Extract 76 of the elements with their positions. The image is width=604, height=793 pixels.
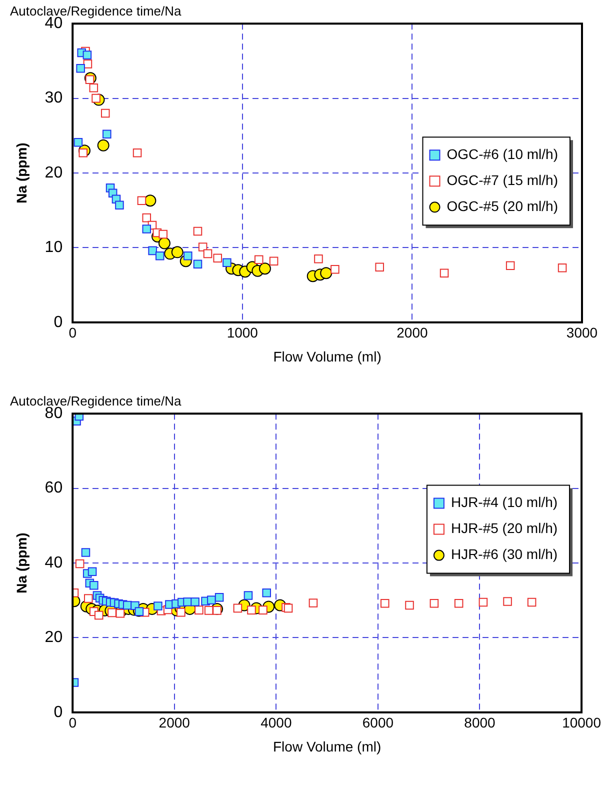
point [262,588,271,598]
point [258,262,271,275]
y-axis-title: Na (ppm) [13,142,30,204]
point [284,604,293,613]
legend-label: OGC-#7 (15 ml/h) [446,172,558,188]
y-tick-label: 20 [44,629,63,646]
point [405,600,414,610]
legend-label: HJR-#5 (20 ml/h) [450,520,558,536]
y-tick-label: 20 [44,164,63,182]
point [212,606,222,615]
point [90,581,98,590]
point [88,567,97,576]
point [100,108,110,118]
x-axis-title: Flow Volume (ml) [273,348,382,364]
legend-label: OGC-#6 (10 ml/h) [446,146,558,162]
point [92,94,100,103]
point [74,138,83,147]
x-tick-label: 3000 [566,324,598,341]
point [184,252,192,260]
point [527,598,536,607]
y-axis-title: Na (ppm) [13,532,30,594]
point [137,196,146,206]
y-tick-label: 40 [44,554,63,572]
point [247,606,256,614]
point [154,602,162,610]
point [158,230,168,239]
x-tick-label: 4000 [260,714,292,731]
point [233,604,242,613]
point [308,598,318,608]
point [176,608,186,617]
x-tick-label: 2000 [158,714,190,731]
point [142,224,152,234]
x-tick-label: 8000 [464,714,496,731]
point [320,267,332,280]
point [82,50,92,60]
point [76,64,85,73]
point [148,246,157,256]
x-tick-label: 0 [68,324,77,341]
point [144,194,156,207]
legend-label: HJR-#6 (30 ml/h) [450,546,558,562]
point [155,252,164,260]
point [244,591,253,600]
point [75,559,84,568]
point [116,609,125,618]
x-tick-label: 10000 [562,714,602,731]
point [193,260,202,269]
y-tick-label: 10 [44,239,63,256]
point [94,610,104,620]
point [85,75,94,84]
point [81,548,90,557]
point [97,139,110,152]
point [158,237,170,250]
point [108,608,116,618]
point [193,226,202,236]
point [84,594,93,603]
x-axis-title: Flow Volume (ml) [272,738,382,754]
point [258,606,268,614]
x-tick-label: 0 [68,714,77,731]
x-tick-label: 6000 [362,714,394,731]
point [207,596,216,604]
point [203,249,212,258]
y-tick-label: 30 [44,90,63,107]
x-tick-label: 1000 [226,324,258,341]
point [478,598,488,607]
x-tick-label: 2000 [396,324,428,341]
point [214,592,224,602]
point [222,258,232,268]
legend-label: HJR-#4 (10 ml/h) [450,494,558,510]
point [190,597,200,606]
point [78,148,88,158]
point [102,130,112,139]
y-tick-label: 60 [44,480,63,497]
legend-label: OGC-#5 (20 ml/h) [446,198,558,214]
point [171,246,184,258]
point [134,607,144,616]
point [115,200,124,210]
